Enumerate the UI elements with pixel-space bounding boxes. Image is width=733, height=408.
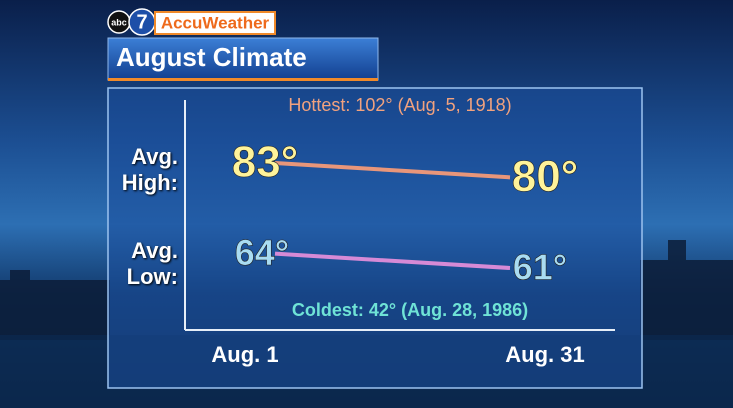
annotation: Coldest: 42° (Aug. 28, 1986) bbox=[292, 300, 528, 320]
value-label: 80° bbox=[512, 152, 579, 201]
brand-text: AccuWeather bbox=[161, 13, 270, 32]
value-label: 64° bbox=[235, 232, 289, 273]
chart-title: August Climate bbox=[116, 42, 307, 72]
value-label: 61° bbox=[513, 247, 567, 288]
brand-box bbox=[154, 11, 276, 35]
series-line bbox=[274, 161, 511, 180]
series-line bbox=[274, 251, 511, 270]
network-text: abc bbox=[111, 17, 127, 27]
panel bbox=[107, 87, 643, 389]
series-name: Avg. High: bbox=[121, 144, 178, 195]
series-name: Avg. Low: bbox=[126, 238, 178, 289]
skyline bbox=[0, 240, 733, 340]
x-tick-label: Aug. 1 bbox=[211, 342, 278, 367]
x-tick-label: Aug. 31 bbox=[505, 342, 584, 367]
value-label: 83° bbox=[232, 138, 299, 187]
title-underline bbox=[108, 78, 378, 81]
annotation: Hottest: 102° (Aug. 5, 1918) bbox=[288, 95, 511, 115]
channel-text: 7 bbox=[136, 11, 147, 33]
title-bar bbox=[107, 37, 379, 81]
